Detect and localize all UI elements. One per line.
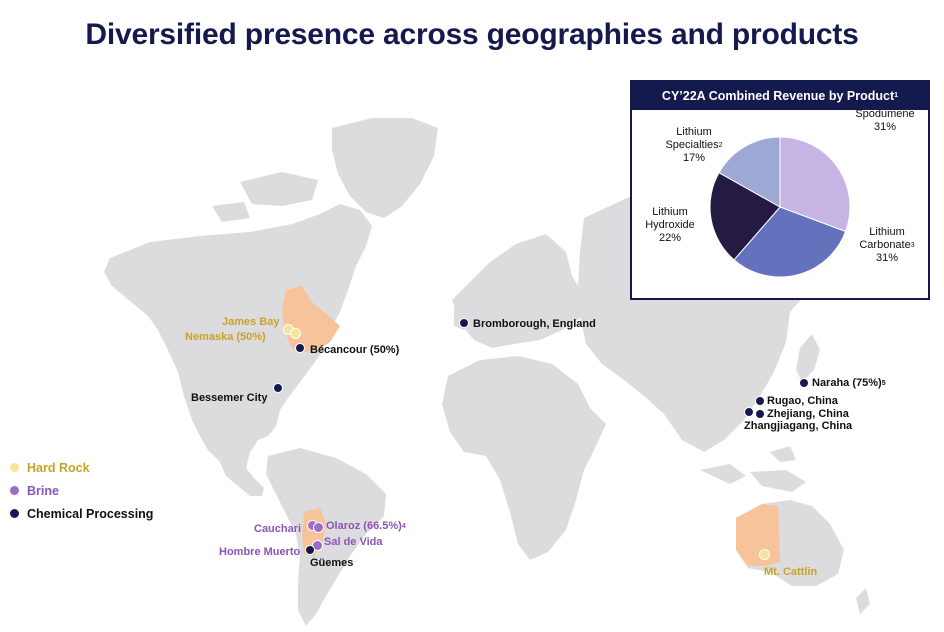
page-title: Diversified presence across geographies …	[85, 18, 859, 51]
europe-landmass	[452, 234, 584, 348]
chemical-processing-swatch	[10, 509, 19, 518]
bromborough-marker	[459, 318, 469, 328]
hard-rock-swatch	[10, 463, 19, 472]
map-legend: Hard Rock Brine Chemical Processing	[10, 456, 153, 525]
revenue-pie-panel: CY’22A Combined Revenue by Product1 Spod…	[630, 80, 930, 300]
guemes-label: Güemes	[310, 557, 354, 569]
zhangjiagang-label: Zhangjiagang, China	[744, 420, 853, 432]
slice-label-lithium-hydroxide: Lithium Hydroxide 22%	[645, 206, 695, 244]
new-zealand-landmass	[856, 588, 870, 614]
legend-item-hard-rock: Hard Rock	[10, 456, 153, 479]
pie-slice-lithium-hydroxide	[709, 171, 781, 261]
zhejiang-marker	[755, 409, 765, 419]
japan-landmass	[796, 334, 820, 382]
bromborough-label: Bromborough, England	[473, 318, 596, 330]
north-america-landmass	[104, 204, 372, 496]
hombre-muerto-label: Hombre Muerto	[219, 546, 301, 558]
becancour-marker	[295, 343, 305, 353]
legend-label: Chemical Processing	[27, 506, 154, 521]
africa-landmass	[442, 356, 606, 560]
slice-label-lithium-specialties: Lithium Specialties2 17%	[665, 126, 723, 164]
mt-cattlin-label: Mt. Cattlin	[764, 566, 818, 578]
sal-de-vida-label: Sal de Vida	[324, 536, 383, 548]
slice-label-spodumene: Spodumene 31%	[855, 108, 915, 133]
rugao-marker	[755, 396, 765, 406]
pie-slice-lithium-carbonate	[733, 206, 847, 278]
james-bay-label: James Bay	[222, 316, 280, 328]
greenland-landmass	[332, 118, 438, 218]
becancour-label: Bécancour (50%)	[310, 344, 400, 356]
olaroz-label: Olaroz (66.5%)4	[326, 520, 406, 532]
nemaska-marker	[290, 328, 301, 339]
mt-cattlin-marker	[759, 549, 770, 560]
zhangjiagang-marker	[744, 407, 754, 417]
brine-swatch	[10, 486, 19, 495]
legend-label: Hard Rock	[27, 460, 90, 475]
nemaska-label: Nemaska (50%)	[185, 331, 266, 343]
southeast-asia-islands	[700, 446, 806, 492]
bessemer-city-marker	[273, 383, 283, 393]
pie-slice-lithium-specialties	[718, 136, 781, 208]
olaroz-marker	[313, 522, 324, 533]
legend-item-chemical-processing: Chemical Processing	[10, 502, 153, 525]
hombre-muerto-marker	[305, 545, 315, 555]
pie-chart-title: CY’22A Combined Revenue by Product1	[632, 82, 928, 110]
south-america-landmass	[266, 448, 386, 626]
arctic-islands-landmass	[212, 172, 318, 222]
revenue-pie-chart	[709, 136, 851, 278]
naraha-label: Naraha (75%)5	[812, 377, 886, 389]
zhejiang-label: Zhejiang, China	[767, 408, 849, 420]
naraha-marker	[799, 378, 809, 388]
cauchari-label: Cauchari	[254, 523, 302, 535]
slice-label-lithium-carbonate: Lithium Carbonate3 31%	[859, 226, 915, 264]
pie-slice-spodumene	[779, 136, 851, 233]
bessemer-city-label: Bessemer City	[191, 392, 268, 404]
legend-item-brine: Brine	[10, 479, 153, 502]
rugao-label: Rugao, China	[767, 395, 838, 407]
western-australia-region	[736, 504, 780, 566]
legend-label: Brine	[27, 483, 59, 498]
